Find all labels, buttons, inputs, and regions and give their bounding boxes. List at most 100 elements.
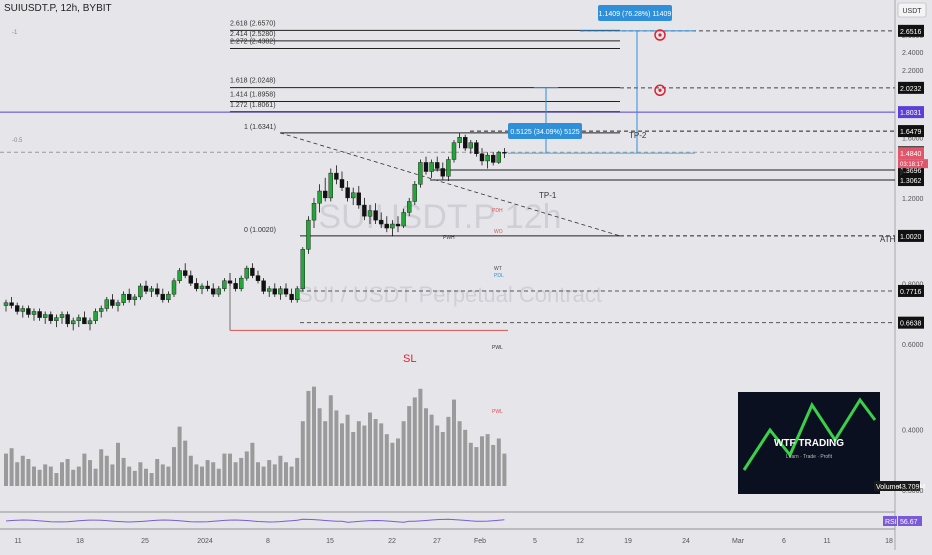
candle-up — [311, 203, 317, 221]
volume-bar — [88, 460, 92, 486]
time-axis-tick: Mar — [732, 538, 745, 545]
left-label-minus-1: -1 — [12, 30, 18, 36]
time-axis-tick: Feb — [474, 538, 486, 545]
candle-up — [138, 285, 143, 298]
volume-bar — [82, 453, 87, 486]
price-axis-tick: 0.6000 — [902, 342, 924, 349]
candle-up — [43, 314, 48, 318]
candle-down — [261, 280, 266, 292]
price-axis-tick: 0.4000 — [902, 427, 924, 434]
price-axis-tick: 1.6000 — [902, 135, 924, 142]
currency-box[interactable] — [897, 2, 927, 18]
time-axis-tick: 18 — [885, 538, 893, 545]
rsi-value: 56.67 — [900, 519, 918, 526]
volume-bar — [351, 432, 356, 486]
volume-bar — [93, 468, 98, 486]
time-axis-tick: 8 — [266, 538, 270, 545]
volume-bar — [211, 462, 216, 486]
price-tag-label: 1.3696 — [900, 168, 922, 175]
volume-bar — [121, 457, 126, 486]
price-axis-tick: 1.2000 — [902, 196, 924, 203]
annotation-pdh: PDH — [492, 208, 503, 214]
logo-title: WTF TRADING — [774, 438, 844, 449]
candle-up — [70, 320, 76, 325]
candle-up — [121, 293, 126, 303]
volume-bar — [205, 460, 210, 486]
volume-bar — [99, 449, 104, 486]
candle-down — [233, 283, 238, 289]
volume-bar — [65, 459, 70, 486]
candle-down — [435, 162, 440, 169]
candle-up — [115, 302, 121, 306]
candle-up — [418, 162, 423, 185]
candle-down — [160, 293, 166, 300]
time-axis-tick: 24 — [682, 538, 690, 545]
candle-up — [149, 288, 154, 292]
volume-bar — [166, 466, 171, 486]
volume-label-box — [874, 481, 920, 491]
candle-up — [166, 293, 171, 300]
volume-bar — [104, 455, 109, 486]
price-tag — [898, 24, 924, 37]
candle-up — [93, 311, 98, 321]
target-icon[interactable] — [654, 29, 666, 41]
target-icon[interactable] — [654, 84, 666, 97]
volume-bar — [328, 395, 333, 486]
candle-up — [244, 267, 250, 279]
volume-bar — [368, 412, 372, 486]
candle-up — [457, 137, 462, 143]
volume-bar — [446, 416, 451, 486]
volume-value: 43.709M — [898, 484, 925, 491]
candle-up — [267, 288, 272, 292]
annotation-sl: SL — [403, 353, 416, 365]
volume-bar — [356, 421, 361, 486]
volume-bar — [412, 397, 417, 486]
candle-down — [479, 153, 485, 162]
time-axis-tick: 2024 — [197, 538, 213, 545]
rsi-label-box — [883, 516, 897, 526]
time-axis-tick: 19 — [624, 538, 632, 545]
price-tag — [898, 106, 924, 119]
volume-bar — [474, 447, 479, 486]
candle-down — [250, 267, 255, 276]
candle-up — [401, 212, 406, 227]
price-tag — [898, 229, 924, 242]
candle-down — [323, 190, 328, 199]
volume-bar — [9, 448, 14, 486]
time-axis-tick: 12 — [576, 538, 584, 545]
annotation-pwl: PWL — [492, 345, 503, 351]
price-tag-label: 0.6638 — [900, 321, 922, 328]
candle-down — [205, 285, 210, 289]
volume-bar — [267, 460, 272, 486]
candle-up — [76, 317, 82, 321]
annotation-pwh: PWH — [443, 235, 455, 241]
time-axis-tick: 22 — [388, 538, 396, 545]
target-icon-center — [658, 33, 662, 37]
play-arrow-icon — [900, 168, 905, 176]
candle-up — [485, 154, 490, 162]
candle-down — [362, 204, 367, 217]
time-axis-tick: 11 — [14, 538, 21, 545]
symbol-title: SUIUSDT.P, 12h, BYBIT — [4, 3, 112, 14]
annotation-wo: WO — [494, 229, 503, 235]
time-axis-tick: 5 — [533, 538, 537, 545]
watermark-description: SUI / USDT Perpetual Contract — [298, 282, 602, 307]
candle-up — [367, 210, 373, 217]
time-axis-tick: 27 — [433, 538, 441, 545]
volume-bar — [295, 457, 300, 486]
annotation-wt: WT — [494, 266, 502, 272]
measure-box-tp2 — [598, 5, 672, 21]
candle-up — [59, 314, 65, 318]
volume-bar — [390, 442, 395, 486]
candle-down — [48, 314, 53, 321]
candle-up — [132, 296, 138, 300]
volume-bar — [228, 453, 232, 486]
volume-bar — [256, 462, 260, 486]
volume-bar — [334, 410, 339, 486]
volume-bar — [317, 408, 322, 486]
volume-bar — [401, 421, 406, 486]
price-axis-tick: 2.2000 — [902, 68, 924, 75]
volume-bar — [373, 419, 378, 486]
candle-down — [194, 283, 199, 289]
